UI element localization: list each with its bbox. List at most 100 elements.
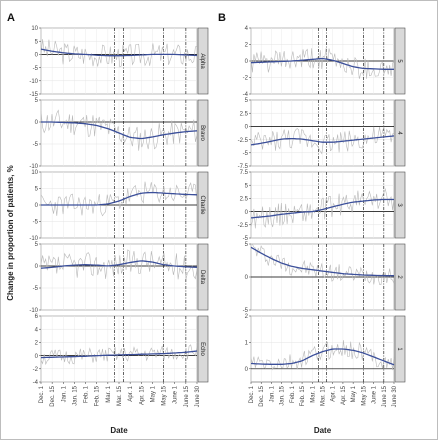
facet-strip-label: Alpha [199, 53, 205, 69]
smoothed-trend-line [250, 246, 394, 277]
x-tick-label: Dec. 15 [50, 385, 56, 406]
facet-strip-label: 5 [396, 59, 402, 63]
facet-strip [394, 27, 406, 95]
facet-delta: -10 -5 0 5 Delta [29, 242, 209, 314]
y-tick-label: 0 [245, 125, 249, 131]
y-tick-label: -10 [29, 308, 38, 314]
y-tick-label: 2 [35, 341, 39, 347]
y-tick-label: -4 [243, 92, 249, 98]
x-tick-label: June 1 [372, 385, 378, 404]
facet-strip [394, 99, 406, 167]
x-tick-label: Feb. 15 [95, 385, 101, 406]
x-tick-label: June 30 [392, 385, 398, 407]
facet-strip-label: Charlie [199, 195, 205, 215]
y-tick-label: -4 [33, 380, 39, 386]
x-tick-label: Feb. 1 [290, 385, 296, 403]
facet-strip-label: 3 [396, 203, 402, 207]
y-tick-label: -5 [243, 236, 249, 242]
y-axis-label: Change in proportion of patients, % [6, 165, 15, 301]
x-tick-label: Apr. 1 [128, 385, 134, 401]
smoothed-trend-line [250, 135, 395, 146]
smoothed-trend-line [41, 191, 198, 206]
facet-strip-label: Delta [199, 270, 205, 285]
x-tick-label: Dec. 15 [259, 385, 265, 406]
y-tick-label: 5 [245, 98, 249, 104]
x-tick-label: June 15 [184, 385, 190, 407]
x-tick-label: Jan. 1 [61, 385, 67, 402]
y-tick-label: 2 [245, 314, 249, 320]
x-tick-label: Jan. 1 [269, 385, 275, 402]
raw-series-line [40, 39, 198, 68]
facet-strip-label: 2 [396, 275, 402, 279]
raw-series-line [250, 243, 395, 286]
facet-strip-label: 1 [396, 347, 402, 351]
panel-label-A: A [7, 12, 15, 24]
facet-strip [197, 243, 209, 311]
y-tick-label: 0 [35, 264, 39, 270]
facet-bravo: -10 -5 0 5 Bravo [29, 98, 209, 170]
x-tick-label: Dec. 1 [249, 385, 255, 403]
y-tick-label: 5 [35, 39, 39, 45]
y-tick-label: 0 [35, 120, 39, 126]
y-tick-label: -5 [33, 66, 39, 72]
y-tick-label: 2 [245, 43, 249, 49]
facet-1: 0 1 2 1 Dec. 1 Dec. 15 Jan. 1 Jan. 15 Feb. 1 Feb.… [245, 314, 406, 407]
y-tick-label: 2.5 [240, 111, 249, 117]
smoothed-trend-line [250, 57, 394, 70]
facet-3: -5 -2.5 0 2.5 5 7.5 3 [238, 170, 406, 242]
facet-strip [197, 99, 209, 167]
y-tick-label: -5 [243, 308, 249, 314]
facet-echo: -4 -2 0 2 4 6 Echo Dec. 1 Dec. 15 Jan. 1 Jan. 15 Fe… [33, 314, 209, 407]
facet-strip [394, 171, 406, 239]
y-tick-label: -7.5 [238, 164, 249, 170]
facet-strip-label: Bravo [199, 125, 205, 141]
x-tick-label: Jan. 15 [280, 385, 286, 405]
x-tick-label: Mar. 15 [117, 385, 123, 406]
facet-5: -4 -2 0 2 4 5 [243, 26, 406, 98]
y-tick-label: 1 [245, 341, 249, 347]
x-tick-label: May 1 [150, 385, 156, 402]
y-tick-label: 0 [35, 203, 39, 209]
facet-strip [197, 27, 209, 95]
y-tick-label: -5 [33, 142, 39, 148]
x-tick-label: Feb. 15 [300, 385, 306, 406]
y-tick-label: 5 [35, 187, 39, 193]
panel-label-B: B [218, 12, 226, 24]
x-tick-label: June 30 [195, 385, 201, 407]
x-tick-label: May 15 [162, 385, 168, 405]
x-axis-label: Date [314, 426, 332, 435]
y-tick-label: -2.5 [238, 138, 249, 144]
x-tick-label: Mar. 15 [321, 385, 327, 406]
y-tick-label: -10 [29, 236, 38, 242]
y-tick-label: -5 [243, 151, 249, 157]
x-tick-label: June 1 [173, 385, 179, 404]
smoothed-trend-line [41, 121, 198, 140]
y-tick-label: -5 [33, 286, 39, 292]
y-tick-label: -2 [243, 76, 249, 82]
facet-strip [394, 315, 406, 383]
y-tick-label: 0 [245, 210, 249, 216]
x-tick-label: May 1 [351, 385, 357, 402]
y-tick-label: 0 [245, 59, 249, 65]
raw-series-line [40, 181, 198, 217]
x-tick-label: Mar. 1 [310, 385, 316, 402]
facet-4: -7.5 -5 -2.5 0 2.5 5 4 [238, 98, 406, 170]
y-tick-label: -2 [33, 367, 39, 373]
x-tick-label: Apr. 15 [139, 385, 145, 405]
x-tick-label: May 15 [361, 385, 367, 405]
y-tick-label: 0 [35, 53, 39, 59]
smoothed-trend-line [40, 350, 198, 359]
y-tick-label: -15 [29, 92, 38, 98]
y-tick-label: 6 [35, 314, 39, 320]
x-tick-label: Feb. 1 [84, 385, 90, 403]
x-tick-label: June 15 [382, 385, 388, 407]
smoothed-trend-line [40, 48, 198, 57]
y-tick-label: 0 [245, 367, 249, 373]
smoothed-trend-line [250, 348, 395, 366]
facet-alpha: -15 -10 -5 0 5 10 Alpha [29, 26, 209, 98]
facet-charlie: -10 -5 0 5 10 Charlie [29, 170, 209, 242]
x-tick-label: Mar. 1 [106, 385, 112, 402]
y-tick-label: -2.5 [238, 223, 249, 229]
